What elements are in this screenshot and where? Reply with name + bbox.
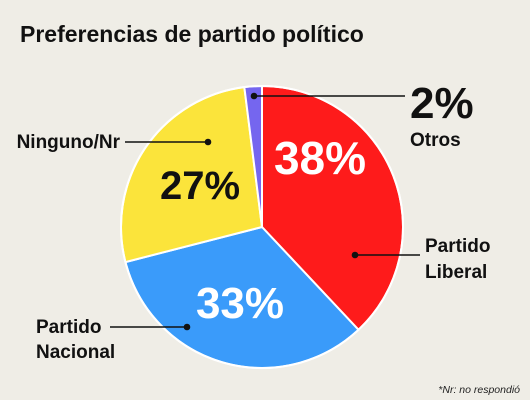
leader-dot-ninguno-nr bbox=[204, 138, 212, 146]
leader-dot-partido-liberal bbox=[351, 251, 359, 259]
leader-dot-partido-nacional bbox=[183, 323, 191, 331]
pie-slices bbox=[120, 84, 404, 369]
pie-labels: 38% Partido Liberal 33% Partido Nacional 27% Ni… bbox=[17, 79, 491, 363]
chart-title: Preferencias de partido político bbox=[20, 21, 364, 47]
category-label-otros: Otros bbox=[410, 130, 461, 151]
category-label-ninguno-nr: Ninguno/Nr bbox=[17, 132, 121, 153]
category-label-partido-nacional: Partido Nacional bbox=[36, 317, 115, 363]
value-label-ninguno-nr: 27% bbox=[160, 164, 240, 208]
leader-dot-otros bbox=[250, 92, 258, 100]
pie-outline bbox=[120, 85, 404, 369]
footnote: *Nr: no respondió bbox=[438, 384, 520, 396]
value-label-partido-liberal: 38% bbox=[274, 132, 366, 184]
value-label-otros: 2% bbox=[410, 79, 474, 128]
category-label-partido-liberal: Partido Liberal bbox=[425, 236, 490, 283]
value-label-partido-nacional: 33% bbox=[196, 279, 284, 328]
